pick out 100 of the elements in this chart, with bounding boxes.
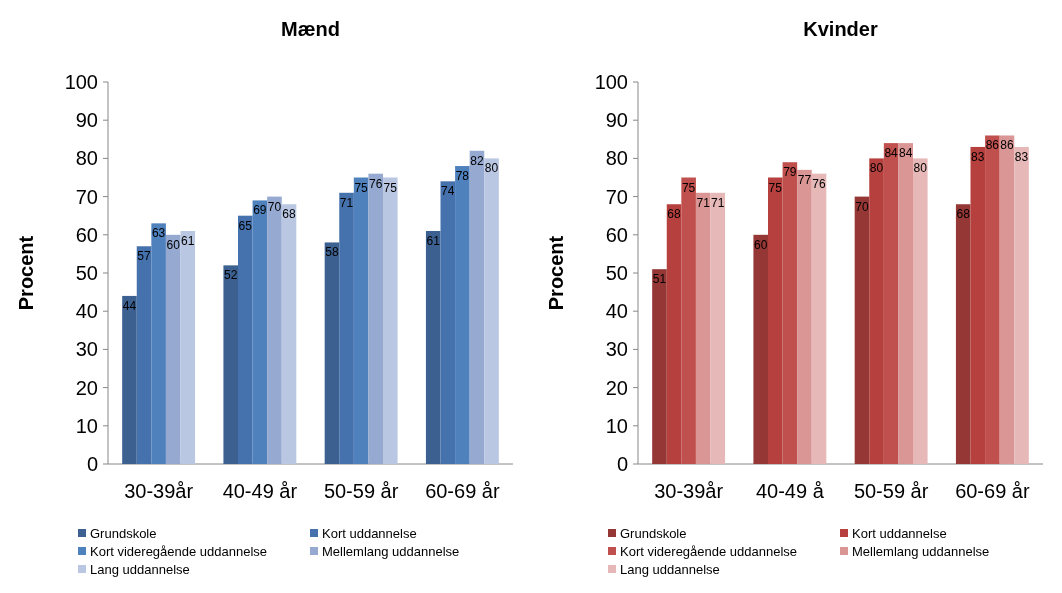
data-label: 83 xyxy=(1014,149,1029,164)
bar xyxy=(267,196,282,464)
bar xyxy=(180,230,196,464)
legend-label: Kort uddannelse xyxy=(852,526,947,541)
data-label: 76 xyxy=(369,176,383,191)
y-tick-label: 40 xyxy=(605,300,628,323)
data-label: 71 xyxy=(696,195,711,210)
bar xyxy=(681,177,696,464)
data-label: 80 xyxy=(484,161,499,176)
x-tick-label: 50-59 år xyxy=(853,480,929,502)
legend-label: Mellemlang uddannelse xyxy=(852,544,990,559)
data-label: 71 xyxy=(339,195,354,210)
y-tick-label: 20 xyxy=(605,376,628,399)
data-label: 68 xyxy=(282,207,297,222)
y-axis-title: Procent xyxy=(545,235,567,311)
bar xyxy=(970,146,986,464)
y-tick-label: 80 xyxy=(75,147,98,170)
bar xyxy=(425,230,441,464)
data-label: 84 xyxy=(884,146,899,161)
bar xyxy=(238,215,253,464)
legend-label: Kort uddannelse xyxy=(322,526,417,541)
data-label: 70 xyxy=(855,199,869,214)
bar xyxy=(368,173,383,464)
chart-title: Mænd xyxy=(281,18,340,40)
bar xyxy=(782,162,798,464)
data-label: 77 xyxy=(797,172,812,187)
bar xyxy=(223,265,239,464)
bar xyxy=(122,295,137,464)
data-label: 82 xyxy=(470,153,484,168)
x-tick-label: 40-49 år xyxy=(222,480,298,502)
bar xyxy=(151,223,166,464)
data-label: 70 xyxy=(267,199,282,214)
data-label: 60 xyxy=(754,237,768,252)
x-tick-label: 50-59 år xyxy=(323,480,399,502)
data-label: 51 xyxy=(652,272,667,287)
data-label: 76 xyxy=(812,176,827,191)
data-label: 44 xyxy=(122,298,137,313)
bar xyxy=(985,135,1000,464)
bar xyxy=(339,192,354,464)
legend-label: Mellemlang uddannelse xyxy=(322,544,460,559)
bar xyxy=(854,196,870,464)
data-label: 68 xyxy=(956,207,971,222)
data-label: 74 xyxy=(441,184,455,199)
y-tick-label: 10 xyxy=(605,414,628,437)
data-label: 78 xyxy=(455,169,470,184)
bar xyxy=(797,169,812,464)
bar xyxy=(353,177,369,464)
data-label: 84 xyxy=(899,146,913,161)
bar xyxy=(883,143,899,464)
y-tick-label: 100 xyxy=(594,71,628,93)
legend-label: Lang uddannelse xyxy=(90,562,190,577)
bar xyxy=(652,269,667,464)
x-tick-label: 60-69 år xyxy=(955,480,1030,502)
bar xyxy=(1014,146,1029,464)
bar xyxy=(484,158,499,464)
bar xyxy=(252,200,268,464)
data-label: 79 xyxy=(783,165,797,180)
y-tick-label: 100 xyxy=(64,71,98,93)
data-label: 83 xyxy=(971,149,985,164)
data-label: 75 xyxy=(768,180,783,195)
legend-label: Kort videregående uddannelse xyxy=(620,544,798,559)
data-label: 69 xyxy=(253,203,267,218)
y-tick-label: 90 xyxy=(75,109,98,132)
y-tick-label: 10 xyxy=(75,414,98,437)
legend-label: Grundskole xyxy=(620,526,687,541)
data-label: 65 xyxy=(238,218,253,233)
data-label: 61 xyxy=(426,233,441,248)
y-tick-label: 50 xyxy=(75,262,98,284)
bar xyxy=(898,143,913,464)
bar xyxy=(455,166,470,464)
bar xyxy=(281,204,297,464)
bar xyxy=(666,204,682,464)
y-tick-label: 50 xyxy=(605,262,628,284)
bar xyxy=(913,158,928,464)
bar xyxy=(695,192,711,464)
legend-label: Kort videregående uddannelse xyxy=(90,544,268,559)
data-label: 71 xyxy=(711,195,725,210)
data-label: 75 xyxy=(354,180,369,195)
y-tick-label: 0 xyxy=(616,453,628,475)
y-tick-label: 30 xyxy=(605,338,628,361)
x-tick-label: 30-39år xyxy=(124,480,194,502)
bar xyxy=(811,173,827,464)
data-label: 75 xyxy=(383,180,398,195)
bar xyxy=(324,242,340,464)
chart-title: Kvinder xyxy=(803,18,878,40)
data-label: 80 xyxy=(869,161,884,176)
bar xyxy=(165,234,181,464)
bar xyxy=(869,158,884,464)
x-tick-label: 40-49 å xyxy=(755,480,825,502)
legend-label: Grundskole xyxy=(90,526,157,541)
bar xyxy=(440,181,456,464)
bar xyxy=(768,177,783,464)
data-label: 63 xyxy=(151,226,166,241)
data-label: 60 xyxy=(166,237,181,252)
data-label: 52 xyxy=(224,268,238,283)
bar xyxy=(999,135,1015,464)
x-tick-label: 60-69 år xyxy=(425,480,500,502)
y-tick-label: 0 xyxy=(86,453,98,475)
y-tick-label: 20 xyxy=(75,376,98,399)
bar xyxy=(383,177,398,464)
